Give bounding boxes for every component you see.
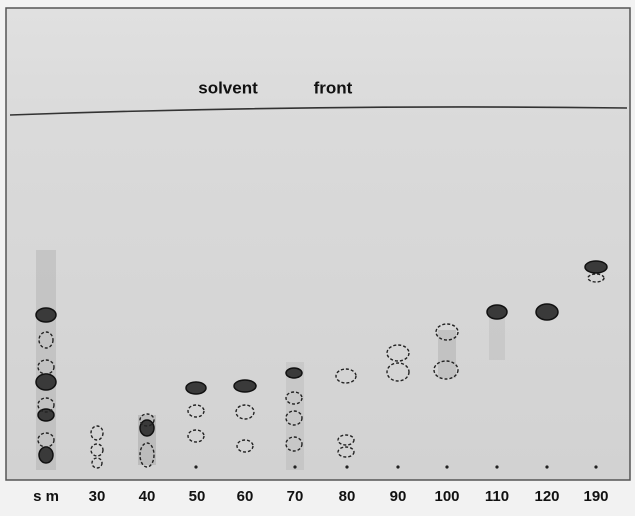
outlined-spot (236, 439, 254, 453)
lane-label: 80 (339, 488, 356, 505)
lane-label: 70 (287, 488, 304, 505)
origin-dot (594, 465, 598, 469)
outlined-spot (335, 368, 357, 384)
outlined-spot (38, 331, 54, 349)
outlined-spot (91, 457, 103, 469)
origin-dot (345, 465, 349, 469)
outlined-spot (37, 359, 55, 375)
spots (35, 250, 608, 470)
origin-dot (396, 465, 400, 469)
lane-label: 190 (583, 488, 608, 505)
outlined-spot (386, 362, 410, 382)
solvent-label: solvent (198, 78, 258, 97)
origin-dot (545, 465, 549, 469)
origin-dot (445, 465, 449, 469)
origin-dot (293, 465, 297, 469)
plate-surface (5, 7, 631, 481)
outlined-spot (386, 344, 410, 362)
streak (489, 315, 505, 360)
outlined-spot (37, 432, 55, 448)
dark-spot (38, 446, 54, 464)
lane-label: 120 (534, 488, 559, 505)
dark-spot (584, 260, 608, 274)
dark-spot (486, 304, 508, 320)
streak (438, 330, 456, 378)
lane-label: s m (33, 488, 59, 505)
outlined-spot (187, 404, 205, 418)
outlined-spot (187, 429, 205, 443)
lane-label: 60 (237, 488, 254, 505)
outlined-spot (285, 436, 303, 452)
outlined-spot (435, 323, 459, 341)
solvent-front-line (9, 106, 628, 116)
streak (286, 362, 304, 470)
outlined-spot (285, 391, 303, 405)
dark-spot (35, 307, 57, 323)
outlined-spot (90, 425, 104, 441)
lane-label: 100 (434, 488, 459, 505)
outlined-spot (285, 410, 303, 426)
dark-spot (233, 379, 257, 393)
lane-labels: s m 30 40 50 60 70 80 90 100 110 120 190 (33, 488, 608, 505)
lane-label: 50 (189, 488, 206, 505)
dark-spot (185, 381, 207, 395)
dark-spot (285, 367, 303, 379)
front-label: front (314, 78, 353, 97)
lane-label: 40 (139, 488, 156, 505)
outlined-spot (433, 360, 459, 380)
dark-spot (35, 373, 57, 391)
lane-label: 90 (390, 488, 407, 505)
outlined-spot (587, 273, 605, 283)
dark-spot (37, 408, 55, 422)
lane-label: 30 (89, 488, 106, 505)
outlined-spot (235, 404, 255, 420)
outlined-spot (337, 446, 355, 458)
lane-label: 110 (485, 488, 509, 505)
dark-spot (139, 419, 155, 437)
dark-spot (535, 303, 559, 321)
outlined-spot (90, 443, 104, 457)
origin-dot (194, 465, 198, 469)
outlined-spot (139, 413, 155, 427)
outlined-spot (139, 442, 155, 468)
outlined-spot (37, 397, 55, 413)
outlined-spot (337, 434, 355, 446)
origin-dot (495, 465, 499, 469)
